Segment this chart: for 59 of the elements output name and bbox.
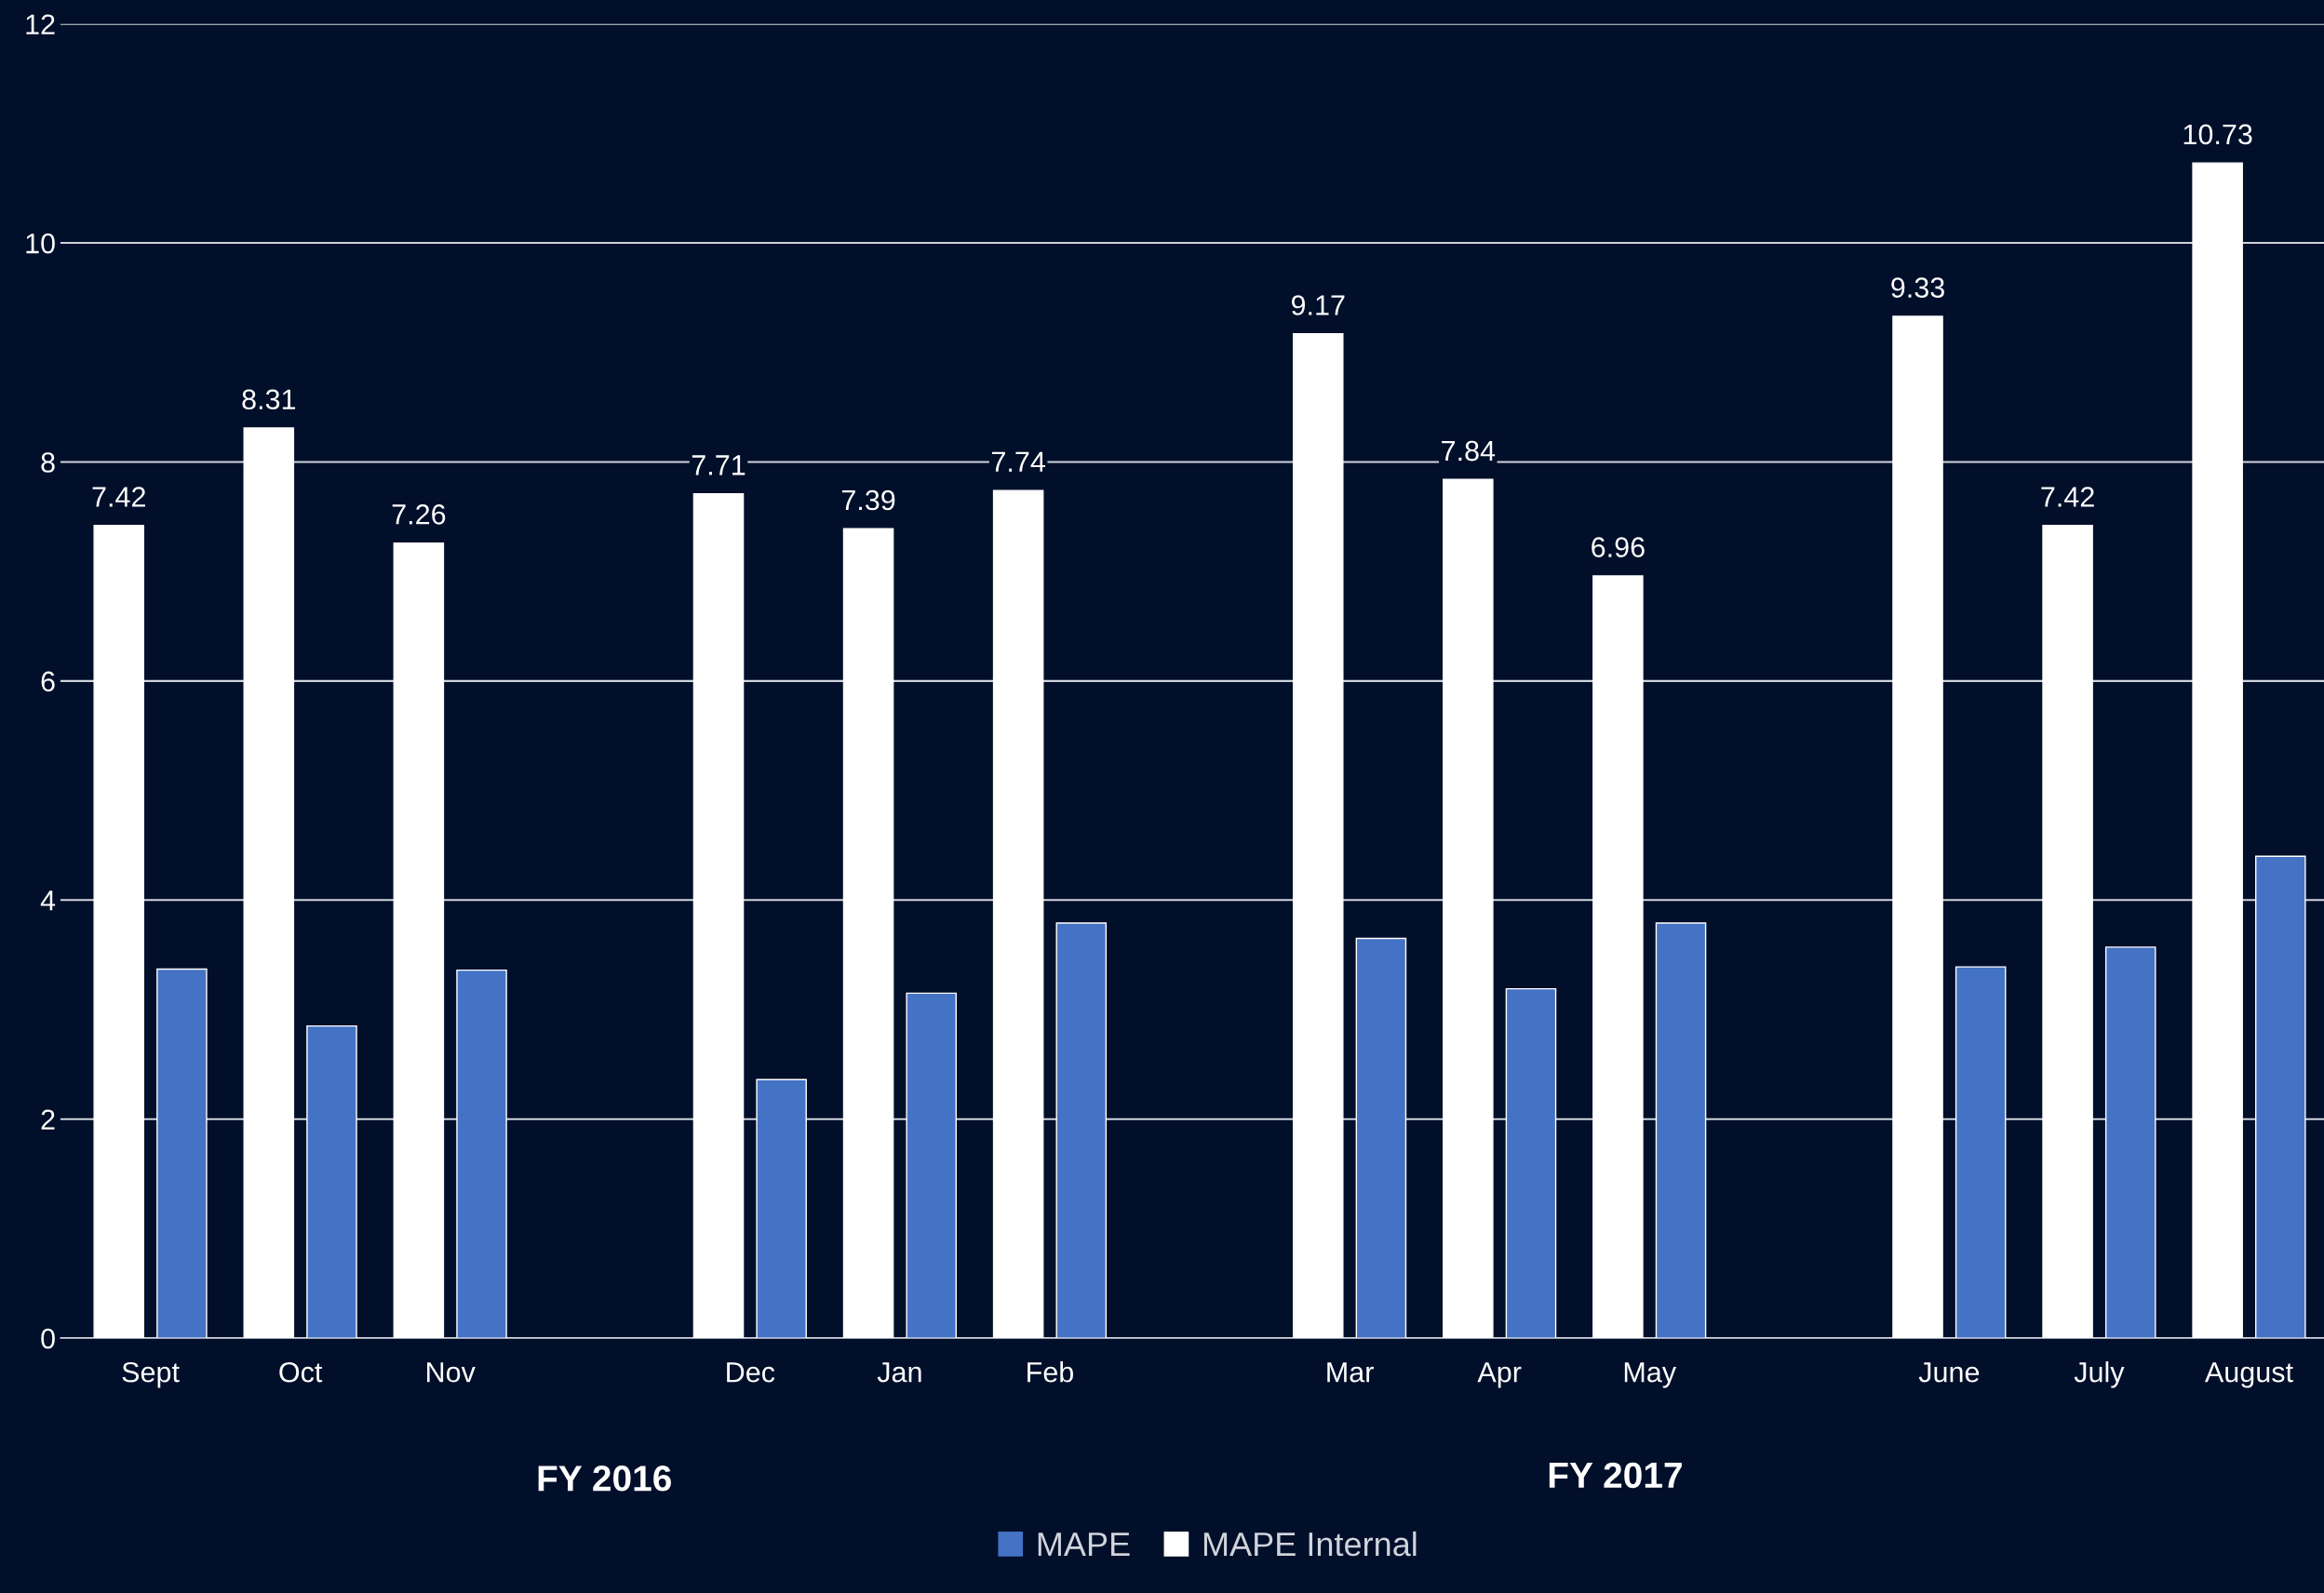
data-label: 7.26 — [392, 504, 446, 525]
bar — [243, 427, 295, 1339]
data-label: 7.74 — [991, 451, 1045, 472]
x-tick-label: Sept — [122, 1361, 180, 1388]
bar — [1055, 922, 1108, 1339]
y-tick-label: 8 — [41, 452, 55, 473]
text: FY 2017 — [1549, 1462, 1682, 1489]
text: FY 2016 — [538, 1466, 671, 1492]
y-tick-label: 6 — [41, 671, 55, 692]
bar — [1592, 575, 1644, 1339]
legend-label: MAPE — [1038, 1533, 1130, 1557]
bar — [1505, 987, 1557, 1339]
legend-label: MAPE Internal — [1203, 1531, 1417, 1557]
bar — [456, 969, 507, 1339]
data-label: 7.42 — [2041, 487, 2094, 507]
x-tick-label: May — [1624, 1362, 1677, 1388]
data-label: 7.71 — [692, 455, 746, 475]
data-label: 9.17 — [1291, 295, 1345, 315]
x-tick-label: August — [2204, 1362, 2293, 1388]
data-label: 10.73 — [2183, 124, 2252, 145]
data-label: 6.96 — [1592, 537, 1645, 557]
bar — [1355, 937, 1407, 1339]
bar — [2042, 525, 2093, 1339]
y-tick-label: 10 — [26, 233, 55, 254]
bar — [2192, 162, 2243, 1339]
bar — [1443, 478, 1494, 1339]
x-tick-label: Mar — [1327, 1362, 1374, 1383]
y-tick-label: 0 — [41, 1328, 55, 1349]
data-label: 7.39 — [841, 489, 895, 511]
bar — [156, 968, 208, 1339]
x-tick-label: Apr — [1477, 1362, 1522, 1388]
bar — [93, 525, 145, 1339]
x-tick-label: June — [1918, 1362, 1980, 1383]
data-label: 7.84 — [1442, 440, 1496, 462]
data-label: 8.31 — [242, 389, 296, 410]
bar — [906, 992, 957, 1339]
bar — [692, 492, 745, 1339]
data-label: 7.42 — [92, 487, 145, 507]
bar — [2255, 855, 2306, 1339]
x-tick-label: Oct — [279, 1361, 323, 1383]
y-tick-label: 4 — [40, 890, 56, 911]
y-tick-label: 2 — [41, 1109, 55, 1130]
bar — [842, 528, 894, 1339]
x-tick-label: Nov — [427, 1362, 476, 1383]
x-tick-label: Dec — [727, 1362, 775, 1383]
bar — [306, 1024, 357, 1339]
bar — [2104, 946, 2156, 1339]
x-tick-label: July — [2074, 1361, 2125, 1388]
bar — [393, 542, 445, 1339]
bar — [1292, 333, 1344, 1339]
bar — [1955, 966, 2007, 1339]
bar — [992, 489, 1044, 1339]
bar — [1655, 922, 1707, 1339]
x-tick-label: Jan — [877, 1362, 921, 1383]
data-label: 9.33 — [1891, 277, 1944, 299]
y-tick-label: 12 — [26, 14, 55, 34]
bar — [1892, 315, 1943, 1339]
bar — [756, 1078, 807, 1339]
x-tick-label: Feb — [1028, 1361, 1073, 1383]
